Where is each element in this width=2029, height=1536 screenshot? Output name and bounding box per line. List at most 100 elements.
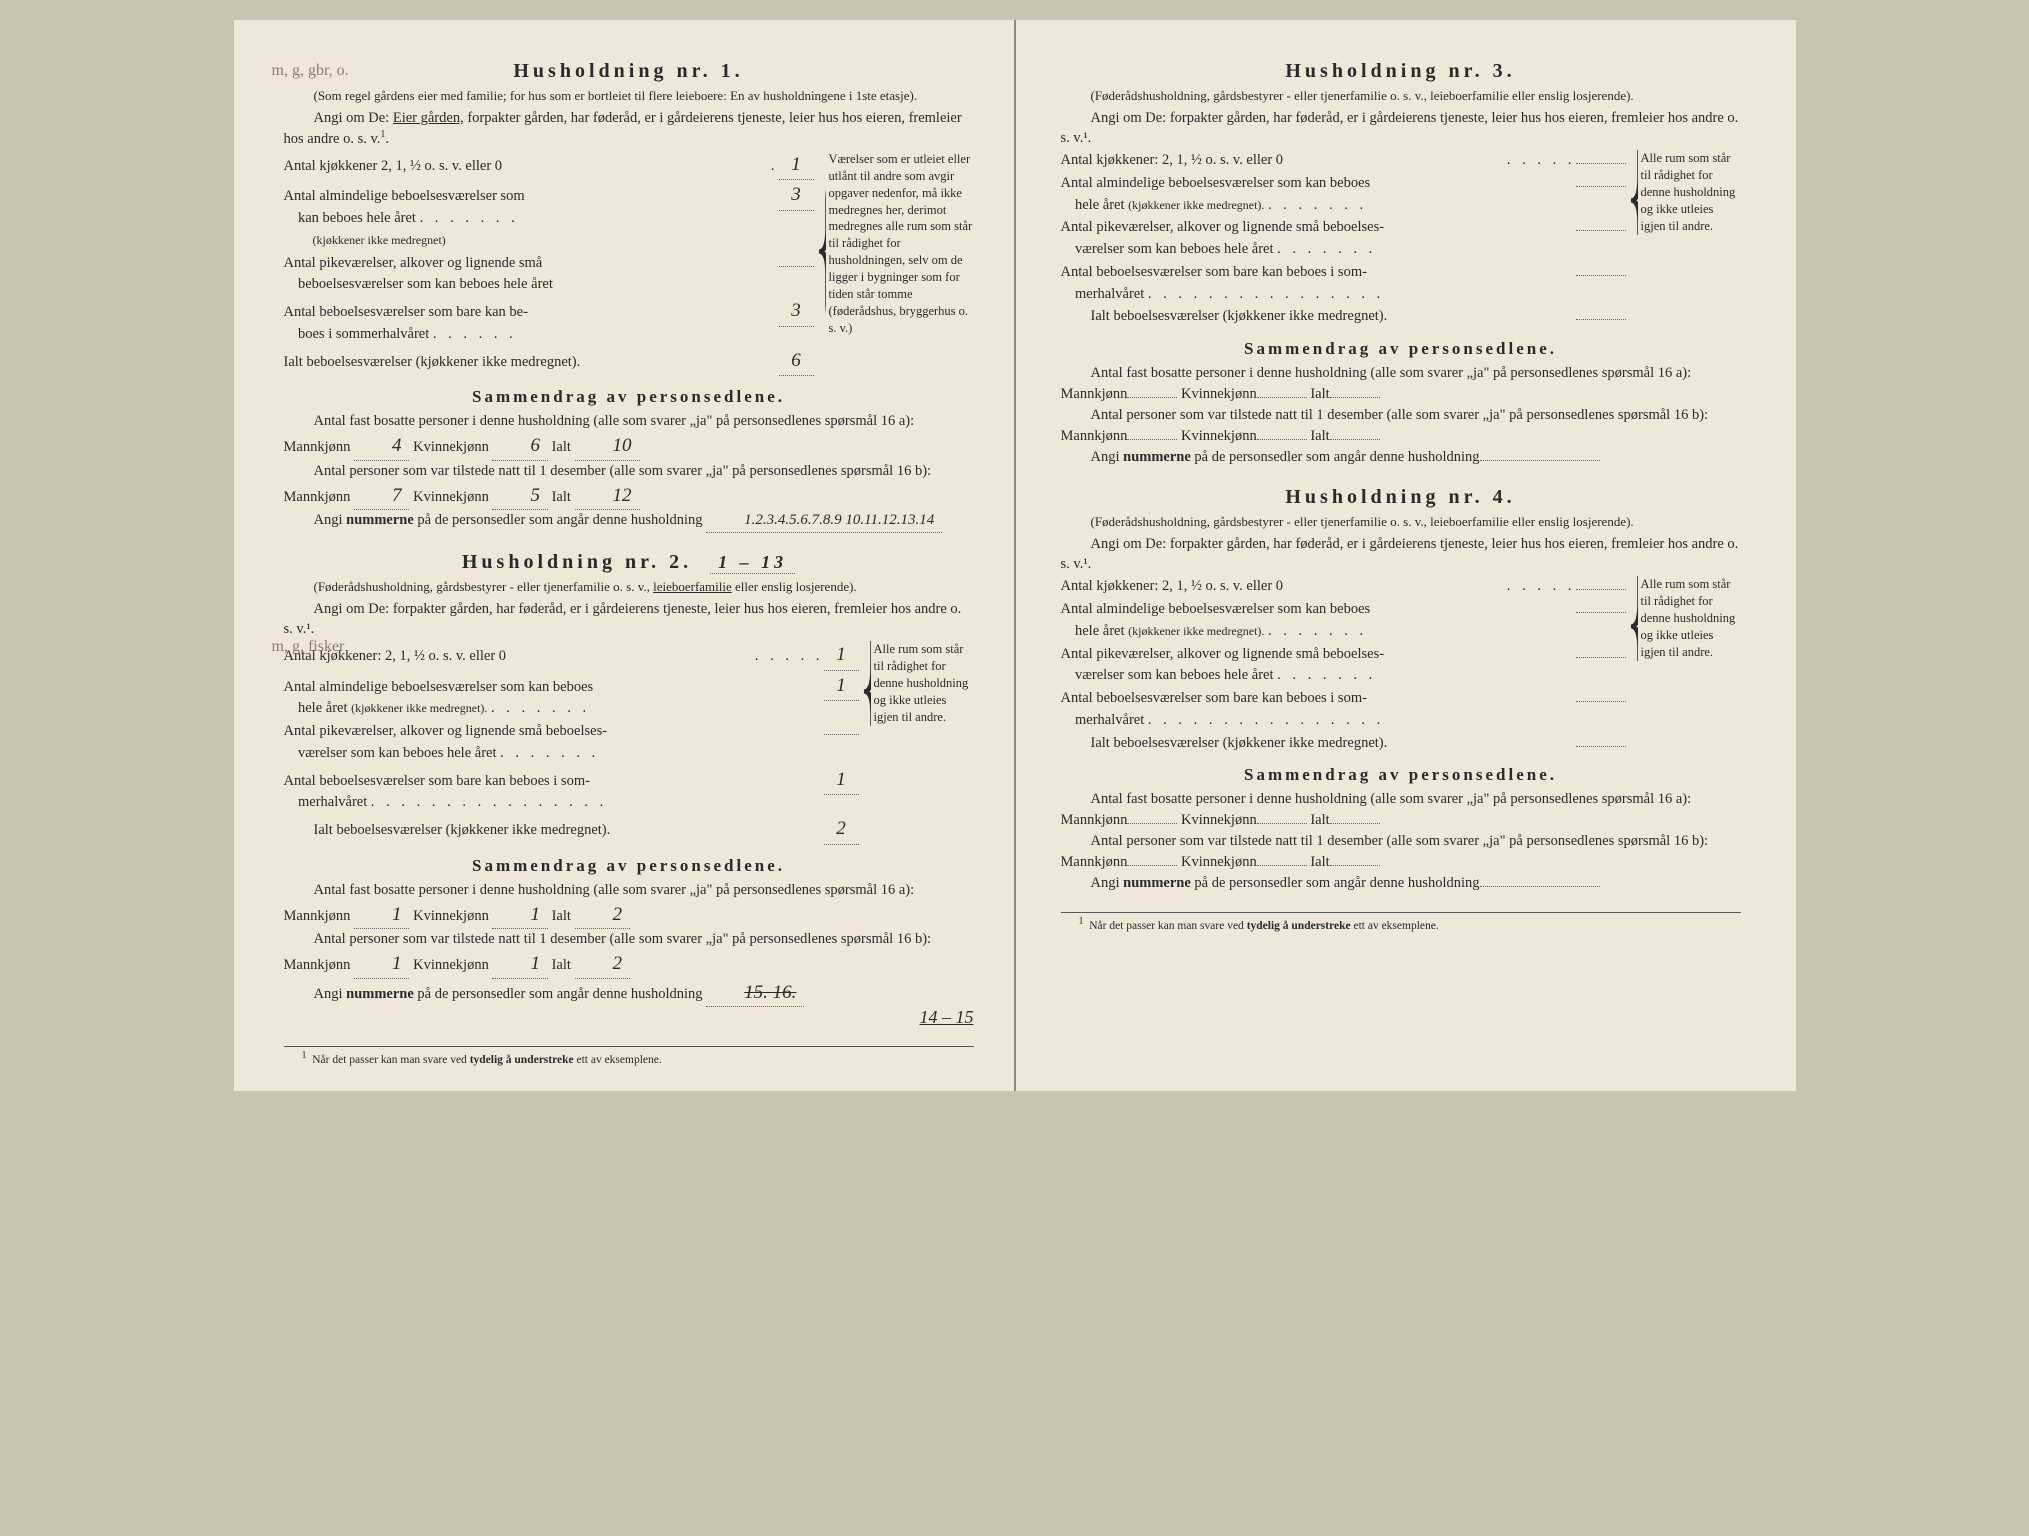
h3-p16a: Antal fast bosatte personer i denne hush… (1061, 363, 1741, 405)
h1-angi: Angi om De: Eier gården, forpakter gårde… (284, 108, 974, 149)
h4-16a-k (1257, 810, 1307, 824)
h1-16b-m: 7 (354, 482, 410, 511)
h2-q3-val (824, 734, 859, 735)
h2-q2-val: 1 (824, 672, 859, 702)
h1-q3: Antal pikeværelser, alkover og lignende … (284, 253, 779, 297)
h3-q3: Antal pikeværelser, alkover og lignende … (1061, 217, 1576, 261)
household-1: Husholdning nr. 1. (Som regel gårdens ei… (284, 60, 974, 533)
h1-16b-k: 5 (492, 482, 548, 511)
h2-side-text: Alle rum som står til rådighet for denne… (874, 641, 974, 725)
h2-p16a: Antal fast bosatte personer i denne hush… (284, 880, 974, 930)
h1-16a-m: 4 (354, 432, 410, 461)
h2-p16b: Antal personer som var tilstede natt til… (284, 929, 974, 979)
h1-numvals: 1.2.3.4.5.6.7.8.9 10.11.12.13.14 (706, 510, 942, 533)
h4-q1: Antal kjøkkener: 2, 1, ½ o. s. v. eller … (1061, 576, 1507, 598)
h3-16a-i (1330, 384, 1380, 398)
h3-sidenote: { Alle rum som står til rådighet for den… (1626, 150, 1741, 234)
h2-angi: Angi om De: forpakter gården, har føderå… (284, 599, 974, 640)
h3-16b-k (1257, 426, 1307, 440)
h3-q2: Antal almindelige beboelsesværelser som … (1061, 173, 1576, 217)
h1-numline: Angi nummerne på de personsedler som ang… (284, 510, 974, 533)
h4-angi: Angi om De: forpakter gården, har føderå… (1061, 534, 1741, 575)
h2-q5-val: 2 (824, 815, 859, 845)
h1-p16a: Antal fast bosatte personer i denne hush… (284, 411, 974, 461)
h1-questions: Antal kjøkkener 2, 1, ½ o. s. v. eller 0… (284, 151, 814, 377)
h4-form: Antal kjøkkener: 2, 1, ½ o. s. v. eller … (1061, 576, 1741, 755)
h4-16a-i (1330, 810, 1380, 824)
h3-16b-m (1127, 426, 1177, 440)
h3-numline: Angi nummerne på de personsedler som ang… (1061, 447, 1741, 468)
h2-title: Husholdning nr. 2. 1 – 13 (284, 551, 974, 574)
h2-numvals: 15. 16. (706, 979, 804, 1008)
h3-form: Antal kjøkkener: 2, 1, ½ o. s. v. eller … (1061, 150, 1741, 329)
h4-16b-i (1330, 852, 1380, 866)
h4-p16b: Antal personer som var tilstede natt til… (1061, 831, 1741, 873)
pencil-note-2: m, g, fisker (272, 638, 345, 656)
h1-side-text: Værelser som er utleiet eller utlånt til… (829, 151, 974, 337)
h4-16b-m (1127, 852, 1177, 866)
h3-angi: Angi om De: forpakter gården, har føderå… (1061, 108, 1741, 149)
h1-subhead: Sammendrag av personsedlene. (284, 387, 974, 407)
h3-subhead: Sammendrag av personsedlene. (1061, 339, 1741, 359)
h2-sidenote: { Alle rum som står til rådighet for den… (859, 641, 974, 725)
h2-form: Antal kjøkkener: 2, 1, ½ o. s. v. eller … (284, 641, 974, 846)
h1-q1: Antal kjøkkener 2, 1, ½ o. s. v. eller 0 (284, 156, 771, 178)
h2-title-side: 1 – 13 (710, 552, 795, 574)
h4-q4: Antal beboelsesværelser som bare kan beb… (1061, 688, 1576, 732)
h1-q3-val (779, 266, 814, 267)
pencil-note-1: m, g, gbr, o. (272, 62, 349, 80)
h1-q2: Antal almindelige beboelsesværelser som … (284, 186, 779, 251)
h1-intro: (Som regel gårdens eier med familie; for… (284, 87, 974, 105)
household-2: Husholdning nr. 2. 1 – 13 (Føderådshusho… (284, 551, 974, 1028)
h2-q4-val: 1 (824, 766, 859, 796)
h2-16a-m: 1 (354, 901, 410, 930)
h2-q2: Antal almindelige beboelsesværelser som … (284, 677, 824, 721)
h3-16a-k (1257, 384, 1307, 398)
right-page: Husholdning nr. 3. (Føderådshusholdning,… (1016, 20, 1796, 1091)
h3-q1-blank (1576, 150, 1626, 164)
h1-q4-val: 3 (779, 297, 814, 327)
h2-q3: Antal pikeværelser, alkover og lignende … (284, 721, 824, 765)
h4-q3: Antal pikeværelser, alkover og lignende … (1061, 644, 1576, 688)
h1-q4: Antal beboelsesværelser som bare kan be-… (284, 302, 779, 346)
h2-intro: (Føderådshusholdning, gårdsbestyrer - el… (284, 578, 974, 596)
h1-q5: Ialt beboelsesværelser (kjøkkener ikke m… (284, 352, 779, 374)
h3-title: Husholdning nr. 3. (1061, 60, 1741, 83)
h3-q2-blank (1576, 173, 1626, 187)
h2-16b-m: 1 (354, 950, 410, 979)
h4-q5: Ialt beboelsesværelser (kjøkkener ikke m… (1061, 733, 1576, 755)
h2-q5: Ialt beboelsesværelser (kjøkkener ikke m… (284, 820, 824, 842)
h2-q4: Antal beboelsesværelser som bare kan beb… (284, 771, 824, 815)
h2-q1: Antal kjøkkener: 2, 1, ½ o. s. v. eller … (284, 646, 755, 668)
h3-questions: Antal kjøkkener: 2, 1, ½ o. s. v. eller … (1061, 150, 1626, 329)
household-3: Husholdning nr. 3. (Føderådshusholdning,… (1061, 60, 1741, 468)
h3-side-text: Alle rum som står til rådighet for denne… (1641, 150, 1741, 234)
h2-subhead: Sammendrag av personsedlene. (284, 856, 974, 876)
h4-subhead: Sammendrag av personsedlene. (1061, 765, 1741, 785)
two-page-spread: m, g, gbr, o. Husholdning nr. 1. (Som re… (234, 20, 1796, 1091)
h3-q4: Antal beboelsesværelser som bare kan beb… (1061, 262, 1576, 306)
h4-q4-blank (1576, 688, 1626, 702)
h2-questions: Antal kjøkkener: 2, 1, ½ o. s. v. eller … (284, 641, 859, 846)
h2-16a-i: 2 (575, 901, 631, 930)
h3-q5-blank (1576, 306, 1626, 320)
h1-form: Antal kjøkkener 2, 1, ½ o. s. v. eller 0… (284, 151, 974, 377)
h1-p16b: Antal personer som var tilstede natt til… (284, 461, 974, 511)
left-page: m, g, gbr, o. Husholdning nr. 1. (Som re… (234, 20, 1014, 1091)
h2-16a-k: 1 (492, 901, 548, 930)
h2-numvals2: 14 – 15 (284, 1007, 974, 1028)
household-4: Husholdning nr. 4. (Føderådshusholdning,… (1061, 486, 1741, 894)
h3-intro: (Føderådshusholdning, gårdsbestyrer - el… (1061, 87, 1741, 105)
h3-q4-blank (1576, 262, 1626, 276)
h4-questions: Antal kjøkkener: 2, 1, ½ o. s. v. eller … (1061, 576, 1626, 755)
h1-q2-val: 3 (779, 181, 814, 211)
h3-16a-m (1127, 384, 1177, 398)
h1-title: Husholdning nr. 1. (284, 60, 974, 83)
h4-numblank (1480, 873, 1600, 887)
left-footnote: 1 Når det passer kan man svare ved tydel… (284, 1046, 974, 1066)
right-footnote: 1 Når det passer kan man svare ved tydel… (1061, 912, 1741, 932)
h3-p16b: Antal personer som var tilstede natt til… (1061, 405, 1741, 447)
h1-16a-k: 6 (492, 432, 548, 461)
h4-p16a: Antal fast bosatte personer i denne hush… (1061, 789, 1741, 831)
h3-q3-blank (1576, 217, 1626, 231)
